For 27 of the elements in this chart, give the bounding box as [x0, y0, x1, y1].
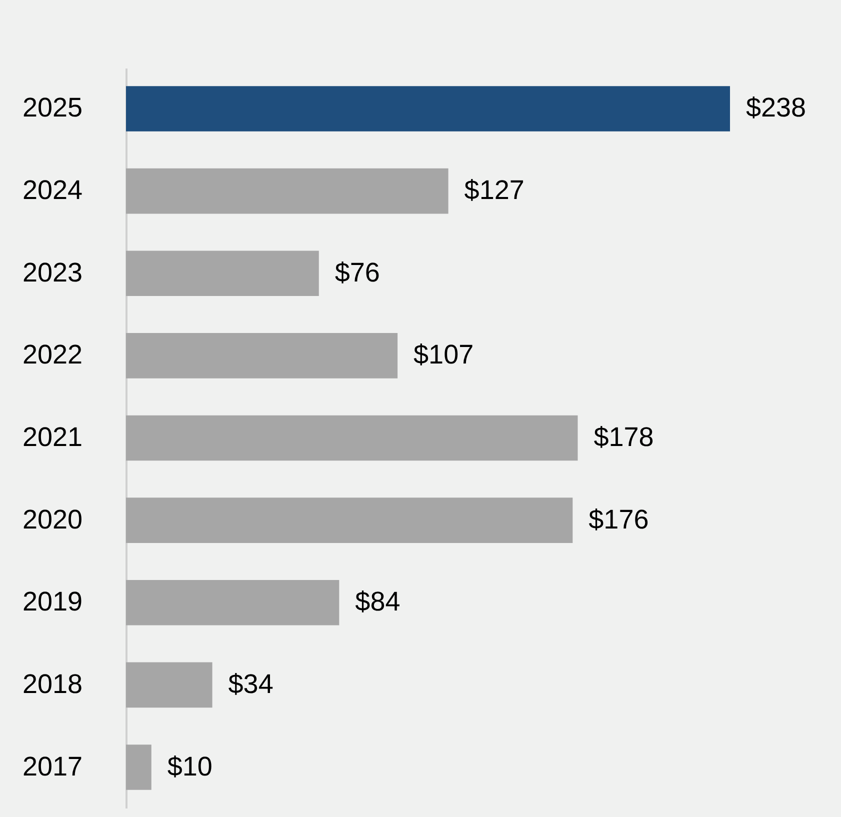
y-tick-label: 2018 — [22, 668, 83, 699]
bar — [126, 498, 573, 543]
bar — [126, 168, 448, 214]
data-label: $10 — [167, 751, 212, 782]
bar — [126, 580, 340, 626]
y-tick-label: 2020 — [22, 504, 83, 534]
bar — [126, 744, 152, 790]
data-label: $34 — [228, 668, 274, 699]
bar — [126, 86, 730, 132]
data-label: $84 — [355, 586, 400, 617]
y-tick-label: 2024 — [22, 175, 83, 206]
data-label: $178 — [594, 422, 654, 452]
data-label: $107 — [414, 340, 474, 370]
data-label: $76 — [334, 257, 380, 288]
data-label: $127 — [464, 175, 524, 206]
y-tick-label: 2017 — [22, 751, 83, 782]
y-tick-label: 2019 — [22, 586, 83, 617]
y-tick-label: 2023 — [22, 257, 83, 288]
bar — [126, 662, 212, 708]
y-tick-label: 2021 — [22, 422, 83, 452]
y-tick-label: 2022 — [22, 340, 83, 370]
data-label: $238 — [746, 92, 806, 123]
bar — [126, 250, 319, 296]
bar — [126, 415, 578, 461]
bar — [126, 333, 398, 378]
y-tick-label: 2025 — [22, 92, 83, 123]
data-label: $176 — [588, 504, 649, 534]
